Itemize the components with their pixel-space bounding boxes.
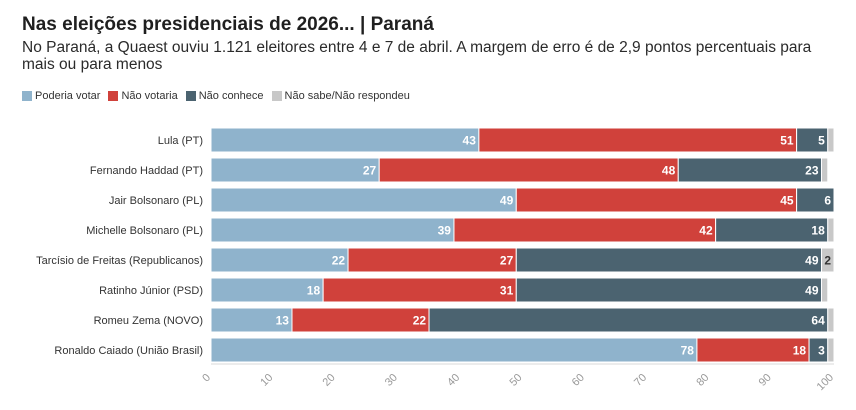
bar-segment-nao-votaria <box>347 247 517 273</box>
legend-item-nao-votaria[interactable]: Não votaria <box>108 90 178 102</box>
x-tick-label: 30 <box>383 372 400 389</box>
data-label: 49 <box>805 284 819 298</box>
bar-segment-poderia-votar <box>210 127 480 153</box>
bar-segment-poderia-votar <box>210 157 380 183</box>
bar-segment-nao-sabe-nao-respondeu <box>827 127 835 153</box>
x-tick-label: 0 <box>200 372 213 385</box>
bar-segment-nao-sabe-nao-respondeu <box>821 247 835 273</box>
legend-item-poderia-votar[interactable]: Poderia votar <box>22 90 100 102</box>
bar-segment-nao-conhece <box>515 247 823 273</box>
legend-swatch <box>271 91 282 101</box>
legend-swatch <box>22 91 32 101</box>
bar-segment-nao-votaria <box>478 127 798 153</box>
bar-segment-nao-conhece <box>515 277 823 303</box>
category-label: Romeu Zema (NOVO) <box>94 315 203 327</box>
data-label: 3 <box>818 344 825 358</box>
bar-segment-poderia-votar <box>210 247 349 273</box>
x-tick-label: 40 <box>445 372 462 389</box>
bar-segment-nao-votaria <box>378 157 679 183</box>
category-label: Lula (PT) <box>158 135 203 147</box>
data-label: 49 <box>500 194 514 208</box>
data-label: 43 <box>463 134 477 148</box>
data-label: 78 <box>681 344 695 358</box>
legend-label: Não conhece <box>198 90 264 102</box>
legend-swatch <box>185 91 196 101</box>
data-label: 23 <box>805 164 819 178</box>
bar-segment-nao-conhece <box>677 157 823 183</box>
bar-segment-nao-sabe-nao-respondeu <box>827 217 835 243</box>
bar-segment-nao-votaria <box>696 337 810 363</box>
legend: Poderia votar Não votaria Não conhece Nã… <box>22 90 418 102</box>
legend-label: Não votaria <box>121 90 178 102</box>
data-label: 27 <box>363 164 377 178</box>
legend-item-nao-conhece[interactable]: Não conhece <box>185 90 264 102</box>
data-label: 2 <box>824 254 831 268</box>
bar-segment-nao-sabe-nao-respondeu <box>827 337 835 363</box>
bar-segment-nao-votaria <box>291 307 430 333</box>
data-label: 39 <box>438 224 452 238</box>
data-label: 49 <box>805 254 819 268</box>
category-label: Ratinho Júnior (PSD) <box>99 285 203 297</box>
bar-segment-poderia-votar <box>210 187 517 213</box>
x-tick-label: 70 <box>632 372 649 389</box>
chart-subtitle: No Paraná, a Quaest ouviu 1.121 eleitore… <box>22 39 812 73</box>
data-label: 18 <box>811 224 825 238</box>
data-label: 18 <box>307 284 321 298</box>
data-label: 18 <box>793 344 807 358</box>
data-label: 45 <box>780 194 794 208</box>
data-label: 48 <box>662 164 676 178</box>
category-label: Jair Bolsonaro (PL) <box>109 195 203 207</box>
data-label: 22 <box>413 314 427 328</box>
category-label: Michelle Bolsonaro (PL) <box>86 225 203 237</box>
chart-title: Nas eleições presidenciais de 2026... | … <box>22 14 434 35</box>
bar-segment-nao-conhece <box>796 187 835 213</box>
bar-segment-nao-votaria <box>515 187 798 213</box>
x-tick-label: 50 <box>507 372 524 389</box>
bar-segment-nao-conhece <box>428 307 829 333</box>
bar-segment-nao-votaria <box>322 277 517 303</box>
legend-label: Não sabe/Não respondeu <box>284 90 410 102</box>
category-label: Ronaldo Caiado (União Brasil) <box>54 345 203 357</box>
category-label: Tarcísio de Freitas (Republicanos) <box>36 255 203 267</box>
bar-segment-poderia-votar <box>210 217 455 243</box>
bar-segment-nao-sabe-nao-respondeu <box>827 307 835 333</box>
bar-segment-nao-sabe-nao-respondeu <box>821 277 829 303</box>
x-tick-label: 80 <box>694 372 711 389</box>
data-label: 31 <box>500 284 514 298</box>
data-label: 22 <box>332 254 346 268</box>
category-label: Fernando Haddad (PT) <box>90 165 203 177</box>
x-tick-label: 10 <box>258 372 275 389</box>
bar-segment-nao-sabe-nao-respondeu <box>821 157 829 183</box>
data-label: 27 <box>500 254 514 268</box>
legend-swatch <box>108 91 119 101</box>
legend-label: Poderia votar <box>35 90 101 102</box>
x-tick-label: 60 <box>570 372 587 389</box>
x-tick-label: 90 <box>757 372 774 389</box>
data-label: 64 <box>811 314 825 328</box>
data-label: 51 <box>780 134 794 148</box>
bar-segment-poderia-votar <box>210 337 698 363</box>
data-label: 5 <box>818 134 825 148</box>
data-label: 13 <box>276 314 290 328</box>
data-label: 42 <box>699 224 713 238</box>
legend-item-nao-sabe[interactable]: Não sabe/Não respondeu <box>271 90 410 102</box>
bar-segment-nao-votaria <box>453 217 717 243</box>
x-tick-label: 100 <box>815 372 836 393</box>
data-label: 6 <box>824 194 831 208</box>
x-tick-label: 20 <box>321 372 338 389</box>
